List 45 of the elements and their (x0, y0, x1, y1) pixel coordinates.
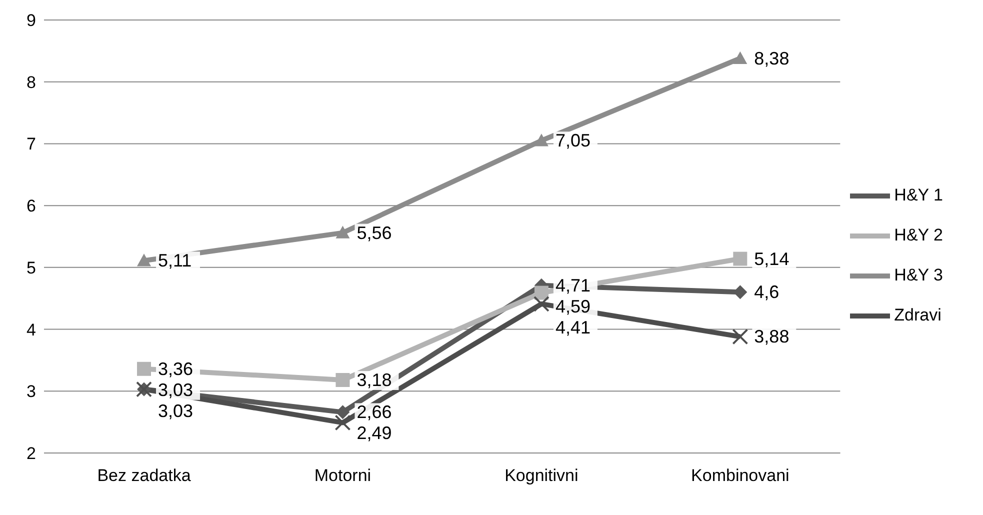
point (334, 414, 351, 431)
point (336, 405, 350, 420)
point (732, 328, 748, 345)
x-tick-label: Bez zadatka (97, 466, 192, 486)
point (534, 134, 548, 146)
y-tick-label: 2 (26, 444, 36, 464)
legend-label: H&Y 2 (894, 224, 943, 244)
data-label: 3,03 (158, 400, 194, 421)
point (336, 226, 350, 238)
point (533, 296, 550, 312)
x-tick-label: Kognitivni (504, 466, 578, 486)
legend-label: H&Y 1 (894, 184, 943, 204)
y-tick-label: 5 (26, 258, 36, 278)
legend-label: Zdravi (894, 304, 942, 324)
y-tick-label: 9 (26, 11, 36, 30)
x-tick-label: Kombinovani (691, 466, 790, 486)
data-label: 5,14 (754, 248, 790, 269)
data-label: 5,11 (158, 250, 192, 271)
data-label: 2,49 (356, 423, 392, 444)
y-tick-label: 6 (26, 196, 36, 216)
point (534, 286, 548, 300)
point (733, 252, 748, 266)
y-tick-label: 7 (26, 134, 36, 154)
data-label: 3,18 (356, 370, 392, 390)
point (733, 51, 748, 64)
data-label: 3,36 (158, 358, 194, 379)
data-label: 5,56 (356, 222, 392, 243)
point (336, 373, 350, 388)
y-tick-label: 3 (26, 382, 36, 402)
data-label: 3,88 (754, 326, 790, 347)
data-label: 4,6 (754, 282, 780, 302)
data-label: 4,59 (555, 296, 590, 316)
data-label: 3,03 (158, 380, 194, 400)
data-label: 2,66 (356, 402, 392, 422)
legend-label: H&Y 3 (894, 264, 943, 284)
y-tick-label: 4 (26, 320, 36, 340)
data-label: 4,71 (555, 275, 590, 296)
data-label: 8,38 (754, 48, 790, 68)
y-tick-label: 8 (26, 72, 36, 92)
point (137, 362, 151, 376)
x-tick-label: Motorni (314, 466, 372, 486)
data-label: 7,05 (555, 130, 590, 151)
data-label: 4,41 (555, 317, 590, 338)
point (137, 254, 151, 266)
point (733, 285, 748, 300)
